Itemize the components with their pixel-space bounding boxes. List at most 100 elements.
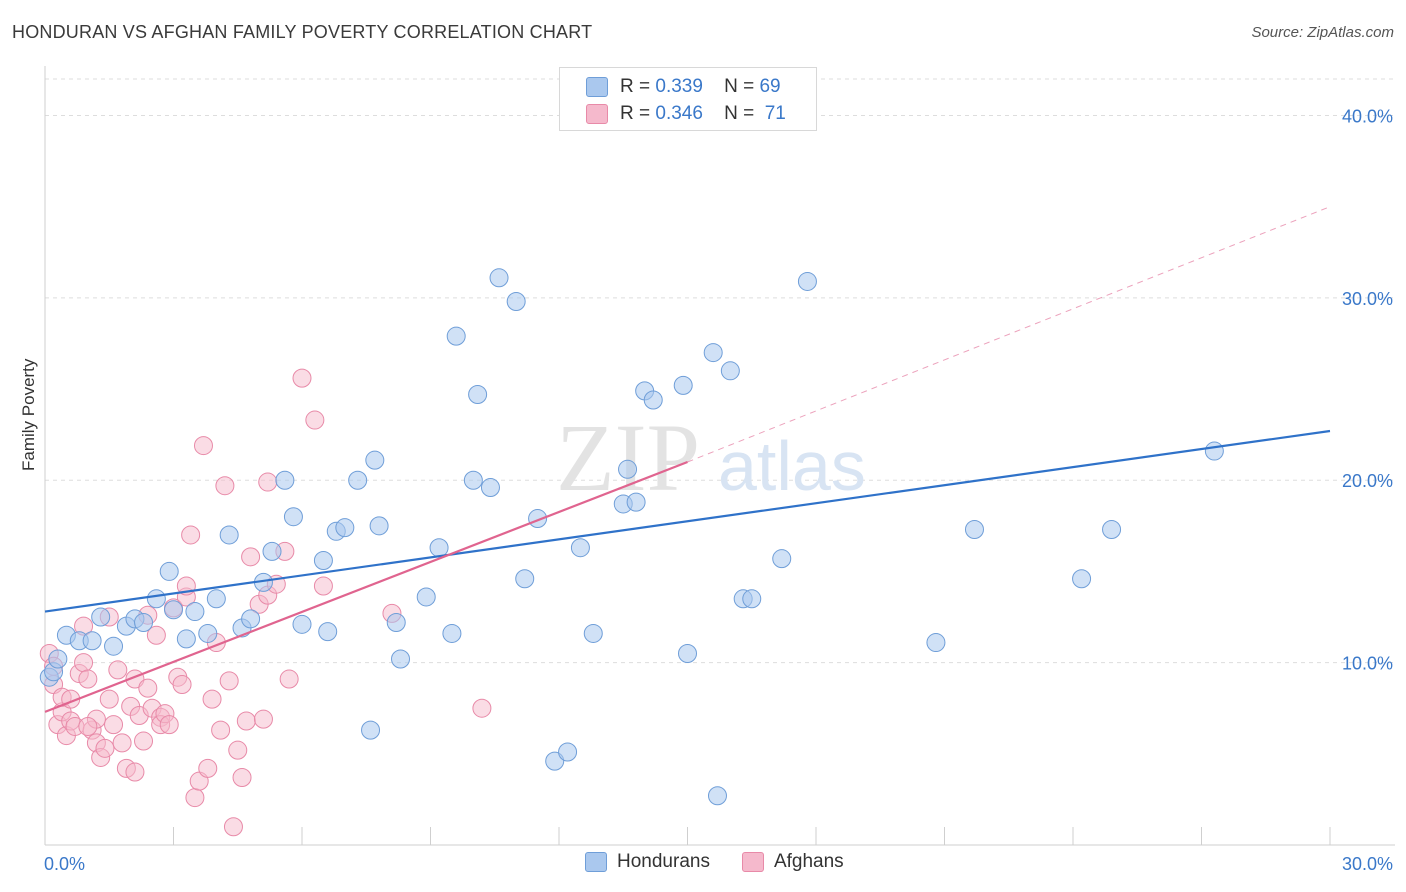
afghans-point <box>185 788 205 808</box>
hondurans-point <box>506 292 526 312</box>
hondurans-point <box>772 549 792 569</box>
hondurans-point <box>159 561 179 581</box>
hondurans-point <box>926 633 946 653</box>
hondurans-point <box>386 612 406 632</box>
afghans-point <box>215 476 235 496</box>
hondurans-point <box>313 550 333 570</box>
legend-row-hondurans: R = 0.339 N = 69 <box>586 75 781 99</box>
afghans-point <box>198 758 218 778</box>
legend-label-hondurans: Hondurans <box>617 851 710 872</box>
hondurans-point <box>416 587 436 607</box>
hondurans-point <box>570 538 590 558</box>
afghans-point <box>258 472 278 492</box>
afghans-point <box>232 768 252 788</box>
hondurans-trend-line <box>44 429 1331 613</box>
hondurans-point <box>262 541 282 561</box>
hondurans-point <box>626 492 646 512</box>
afghans-point <box>211 720 231 740</box>
hondurans-point <box>515 569 535 589</box>
hondurans-point <box>365 450 385 470</box>
hondurans-point <box>134 612 154 632</box>
hondurans-point <box>446 326 466 346</box>
hondurans-point <box>146 589 166 609</box>
afghans-point <box>134 731 154 751</box>
afghans-point <box>181 525 201 545</box>
hondurans-point <box>104 636 124 656</box>
afghans-point <box>305 410 325 430</box>
r-label: R = <box>620 76 651 97</box>
afghans-point <box>138 678 158 698</box>
n-value: 69 <box>759 76 781 97</box>
hondurans-point <box>707 786 727 806</box>
afghans-point <box>236 711 256 731</box>
afghans-point <box>313 576 333 596</box>
hondurans-point <box>703 343 723 363</box>
legend-item-afghans[interactable]: Afghans <box>741 851 844 873</box>
y-tick-label: 30.0% <box>1342 289 1393 309</box>
x-tick-label: 0.0% <box>44 854 85 874</box>
n-label: N = <box>724 76 755 97</box>
hondurans-point <box>391 649 411 669</box>
n-label: N = <box>724 103 755 124</box>
hondurans-points <box>39 268 1224 806</box>
afghans-point <box>253 709 273 729</box>
hondurans-point <box>48 649 68 669</box>
afghans-point <box>95 738 115 758</box>
n-value: 71 <box>764 103 786 124</box>
legend-row-afghans: R = 0.346 N = 71 <box>586 102 786 126</box>
x-tick-label: 30.0% <box>1342 854 1393 874</box>
y-tick-label: 10.0% <box>1342 654 1393 674</box>
hondurans-point <box>369 516 389 536</box>
hondurans-point <box>583 623 603 643</box>
hondurans-point <box>176 629 196 649</box>
hondurans-point <box>678 644 697 663</box>
r-label: R = <box>620 103 651 124</box>
chart-title: HONDURAN VS AFGHAN FAMILY POVERTY CORREL… <box>12 22 593 42</box>
hondurans-point <box>185 602 205 622</box>
hondurans-point <box>742 589 762 609</box>
tick-labels: 10.0% 20.0% 30.0% 40.0% 0.0% 30.0% <box>44 106 1393 874</box>
afghans-point <box>78 669 98 689</box>
hondurans-point <box>643 390 663 410</box>
legend-item-hondurans[interactable]: Hondurans <box>585 851 710 873</box>
afghans-point <box>108 660 128 680</box>
hondurans-point <box>241 609 261 629</box>
afghans-point <box>172 675 192 695</box>
legend-label-afghans: Afghans <box>773 851 844 872</box>
hondurans-point <box>318 622 338 642</box>
afghans-point <box>279 669 299 689</box>
watermark-atlas: atlas <box>718 427 866 505</box>
hondurans-point <box>673 375 693 395</box>
hondurans-point <box>348 470 368 490</box>
r-value: 0.339 <box>655 76 703 97</box>
hondurans-point <box>198 623 218 643</box>
series-legend: Hondurans Afghans <box>585 851 876 873</box>
y-tick-label: 20.0% <box>1342 471 1393 491</box>
hondurans-point <box>335 518 355 538</box>
hondurans-swatch <box>585 852 607 872</box>
afghans-point <box>241 547 261 567</box>
y-tick-label: 40.0% <box>1342 106 1393 126</box>
hondurans-point <box>463 470 483 490</box>
watermark-zip: ZIP <box>556 404 700 511</box>
axes <box>44 66 1395 846</box>
afghans-point <box>159 715 179 735</box>
hondurans-point <box>219 525 239 545</box>
hondurans-point <box>480 478 500 498</box>
hondurans-point <box>361 720 381 740</box>
afghans-point <box>223 817 243 837</box>
afghans-point <box>104 715 124 735</box>
afghans-point <box>219 671 239 691</box>
hondurans-point <box>442 623 462 643</box>
hondurans-point <box>964 519 984 539</box>
hondurans-point <box>292 614 312 634</box>
hondurans-point <box>1204 441 1224 461</box>
r-value: 0.346 <box>655 103 703 124</box>
afghans-point <box>74 653 94 673</box>
trend-lines <box>44 206 1331 713</box>
afghans-point <box>78 716 98 736</box>
hondurans-point <box>1102 519 1122 539</box>
source-label: Source: ZipAtlas.com <box>1251 24 1394 41</box>
hondurans-point <box>275 470 295 490</box>
afghans-swatch <box>741 852 764 872</box>
